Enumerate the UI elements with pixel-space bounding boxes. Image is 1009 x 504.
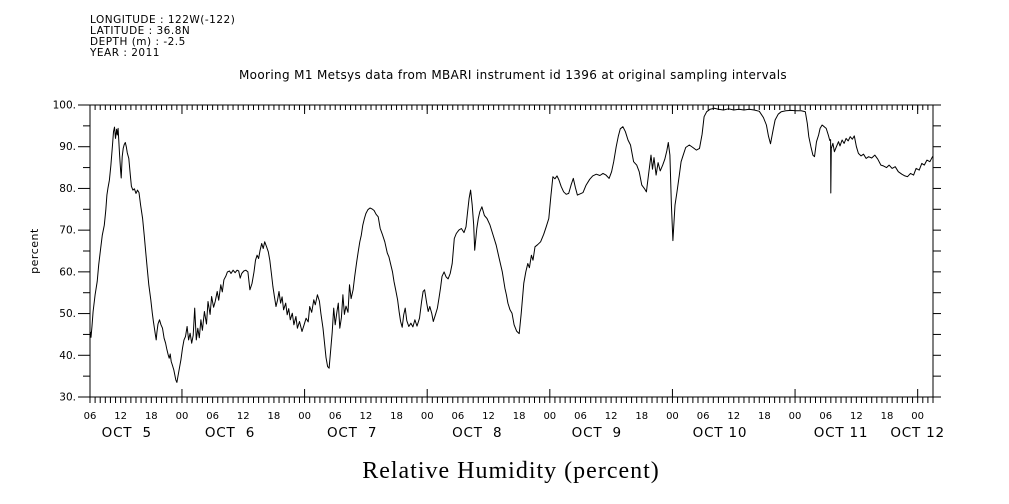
- x-hour-label: 12: [237, 411, 250, 422]
- plot-frame: [89, 104, 934, 398]
- x-hour-label: 00: [543, 411, 556, 422]
- x-axis-date-labels: OCT 5 OCT 6 OCT 7 OCT 8 OCT 9 OCT 10 OCT 11 OCT…: [102, 425, 945, 441]
- y-tick-label: 50.: [59, 308, 76, 320]
- x-hour-label: 18: [513, 411, 526, 422]
- metadata-block: LONGITUDE : 122W(-122) LATITUDE : 36.8N …: [89, 14, 235, 59]
- x-hour-label: 12: [605, 411, 618, 422]
- x-axis-ticks: [89, 105, 934, 403]
- x-date-label: OCT 6: [205, 425, 255, 441]
- relative-humidity-series: [90, 107, 933, 383]
- x-hour-label: 00: [666, 411, 679, 422]
- y-tick-label: 30.: [59, 392, 76, 404]
- x-hour-label: 00: [298, 411, 311, 422]
- y-tick-label: 90.: [59, 141, 76, 153]
- x-hour-label: 18: [758, 411, 771, 422]
- x-date-label: OCT 11: [814, 425, 869, 441]
- x-hour-label: 06: [329, 411, 342, 422]
- x-hour-label: 06: [819, 411, 832, 422]
- x-date-label: OCT 10: [693, 425, 748, 441]
- metadata-depth: DEPTH (m) : -2.5: [90, 36, 186, 48]
- x-hour-label: 06: [84, 411, 97, 422]
- chart-title: Mooring M1 Metsys data from MBARI instru…: [239, 68, 787, 82]
- x-date-label: OCT 8: [452, 425, 502, 441]
- y-tick-label: 80.: [59, 183, 76, 195]
- humidity-line: [90, 107, 933, 383]
- x-hour-label: 00: [421, 411, 434, 422]
- y-tick-label: 70.: [59, 225, 76, 237]
- x-date-label: OCT 5: [102, 425, 152, 441]
- metadata-longitude: LONGITUDE : 122W(-122): [90, 14, 235, 26]
- y-axis-ticks: [78, 104, 941, 398]
- x-hour-label: 12: [114, 411, 127, 422]
- y-tick-label: 100.: [53, 100, 76, 112]
- metadata-year: YEAR : 2011: [89, 47, 160, 59]
- x-hour-label: 18: [145, 411, 158, 422]
- x-hour-label: 06: [574, 411, 587, 422]
- x-date-label: OCT 12: [890, 425, 945, 441]
- x-hour-label: 06: [697, 411, 710, 422]
- x-hour-label: 00: [176, 411, 189, 422]
- x-hour-label: 12: [360, 411, 373, 422]
- x-date-label: OCT 9: [572, 425, 622, 441]
- x-hour-label: 12: [727, 411, 740, 422]
- x-date-label: OCT 7: [327, 425, 377, 441]
- x-hour-label: 18: [881, 411, 894, 422]
- x-hour-label: 06: [451, 411, 464, 422]
- x-hour-label: 00: [911, 411, 924, 422]
- y-axis-labels: 30. 40. 50. 60. 70. 80. 90. 100.: [53, 100, 76, 404]
- y-axis-title: percent: [28, 228, 41, 274]
- x-axis-title: Relative Humidity (percent): [362, 458, 660, 484]
- x-hour-label: 12: [850, 411, 863, 422]
- x-hour-label: 18: [390, 411, 403, 422]
- x-hour-label: 18: [268, 411, 281, 422]
- x-hour-label: 12: [482, 411, 495, 422]
- x-hour-label: 18: [635, 411, 648, 422]
- x-hour-label: 06: [206, 411, 219, 422]
- x-axis-hour-labels: 06 12 18 00 06 12 18 00 06 12 18 00 06 12 18 00 06 12 18 00…: [84, 411, 924, 422]
- x-hour-label: 00: [789, 411, 802, 422]
- y-tick-label: 60.: [59, 266, 76, 278]
- y-tick-label: 40.: [59, 350, 76, 362]
- metadata-latitude: LATITUDE : 36.8N: [90, 25, 190, 37]
